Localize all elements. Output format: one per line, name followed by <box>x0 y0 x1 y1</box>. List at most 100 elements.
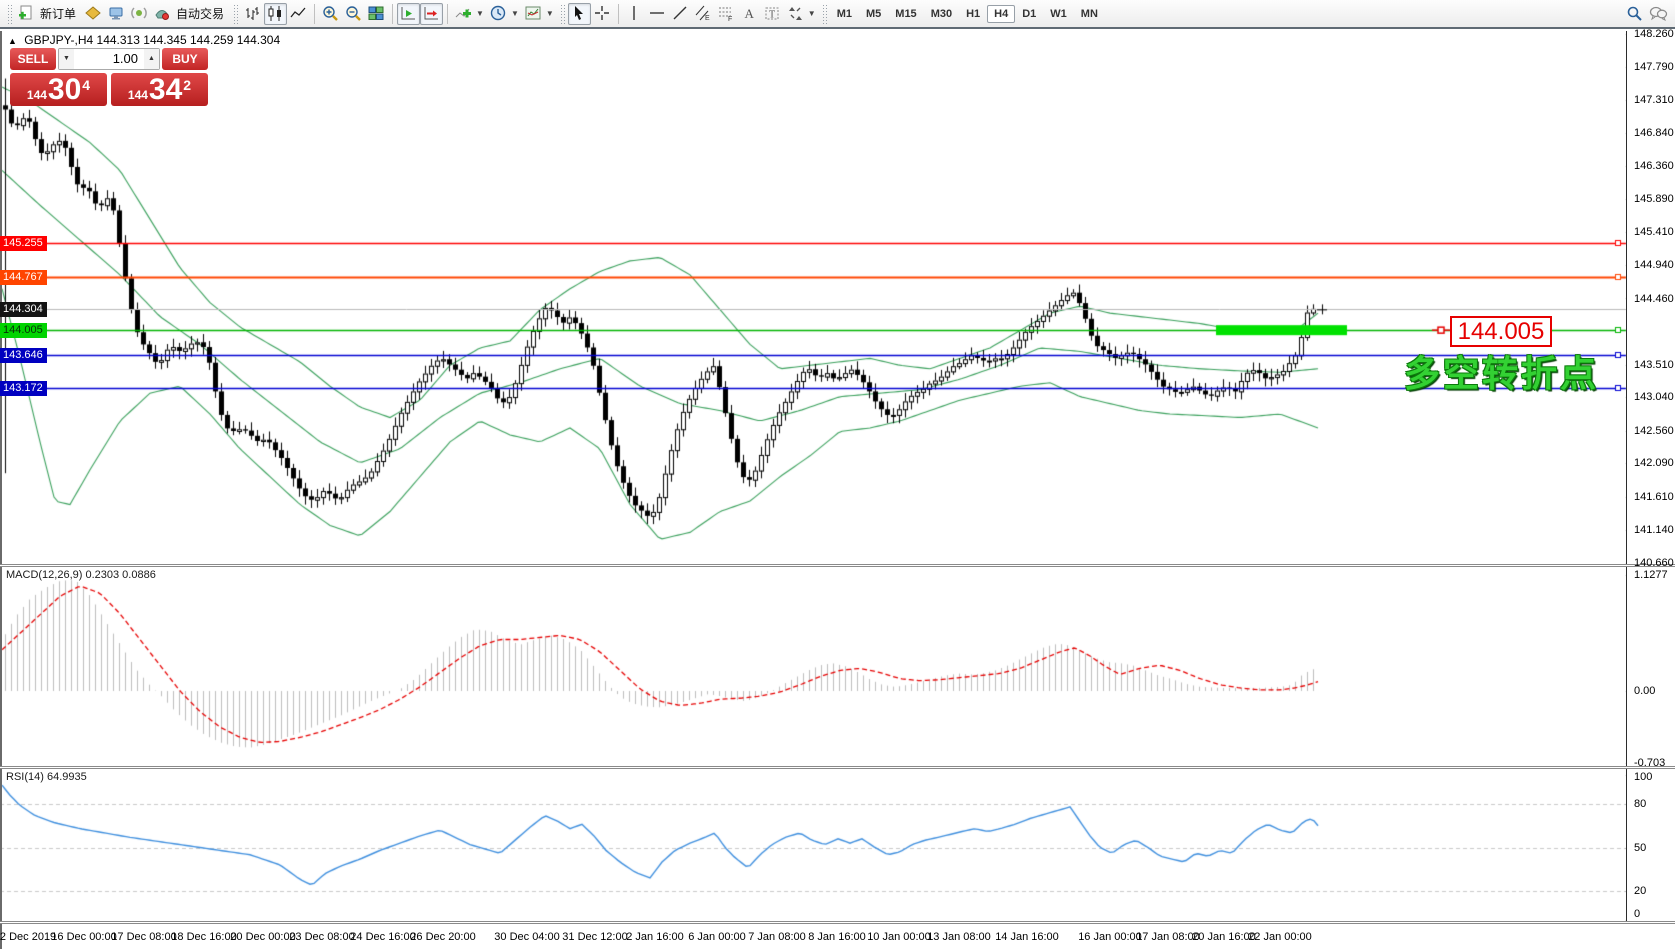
auto-scroll-button[interactable] <box>397 2 421 25</box>
chart-left-border <box>0 31 2 949</box>
auto-scroll-icon <box>401 7 416 20</box>
zoom-out-icon <box>346 6 361 21</box>
equidistant-channel-icon: E <box>695 5 710 22</box>
line-chart-icon <box>290 7 306 18</box>
toolbar-separator <box>314 3 316 24</box>
buy-price-big-figure: 144 <box>127 88 148 102</box>
svg-text:T: T <box>769 10 775 21</box>
toolbar-grip[interactable] <box>7 3 12 24</box>
toolbar: 新订单 自动交易 <box>0 0 1675 29</box>
fibonacci-icon: F <box>718 7 732 22</box>
arrows-button[interactable] <box>784 3 807 25</box>
price-annotation-box[interactable]: 144.005 <box>1450 316 1552 347</box>
indicators-button[interactable] <box>452 3 475 25</box>
trendline-button[interactable] <box>669 3 692 25</box>
toolbar-grip[interactable] <box>233 3 239 24</box>
collapse-triangle-icon[interactable]: ▲ <box>8 36 17 46</box>
new-order-icon <box>19 5 32 20</box>
pane-separator-macd[interactable] <box>0 564 1675 567</box>
text-button[interactable]: A <box>738 3 761 25</box>
ohlc-low: 144.259 <box>190 33 234 47</box>
indicators-dropdown-caret[interactable]: ▼ <box>476 9 484 18</box>
sell-price-main: 30 <box>47 73 82 106</box>
tab-timeframe-h1[interactable]: H1 <box>966 7 981 20</box>
tab-timeframe-h4[interactable]: H4 <box>987 4 1016 23</box>
search-button[interactable] <box>1623 3 1646 25</box>
new-order-label[interactable]: 新订单 <box>40 7 77 21</box>
tile-windows-button[interactable] <box>365 3 388 25</box>
vertical-line-button[interactable] <box>623 3 646 25</box>
periods-dropdown-caret[interactable]: ▼ <box>510 9 519 18</box>
equidistant-channel-button[interactable]: E <box>692 3 715 25</box>
tab-timeframe-d1[interactable]: D1 <box>1022 7 1037 20</box>
candlestick-chart-button[interactable] <box>264 2 288 25</box>
buy-price-button[interactable]: 144 34 2 <box>111 73 208 106</box>
line-chart-button[interactable] <box>287 3 310 25</box>
tab-timeframe-m1[interactable]: M1 <box>836 7 852 20</box>
volume-increase-button[interactable]: ▲ <box>144 49 159 69</box>
chart-shift-button[interactable] <box>420 2 444 25</box>
chart-canvas[interactable] <box>0 31 1675 949</box>
time-axis-separator <box>0 921 1675 924</box>
ohlc-close: 144.304 <box>236 33 281 47</box>
arrows-dropdown-caret[interactable]: ▼ <box>807 9 816 18</box>
zoom-out-button[interactable] <box>342 3 365 25</box>
autotrading-button[interactable] <box>151 3 174 25</box>
bar-chart-icon <box>246 7 260 20</box>
tab-timeframe-m15[interactable]: M15 <box>895 7 917 20</box>
sell-button[interactable]: SELL <box>10 48 56 70</box>
tile-windows-icon <box>368 6 384 20</box>
market-watch-icon <box>109 7 123 20</box>
market-watch-button[interactable] <box>105 3 128 25</box>
sell-price-big-figure: 144 <box>26 88 47 102</box>
templates-dropdown-caret[interactable]: ▼ <box>545 9 554 18</box>
chat-icon <box>1649 6 1668 22</box>
tab-timeframe-m5[interactable]: M5 <box>866 7 882 20</box>
crosshair-button[interactable] <box>591 3 614 25</box>
zoom-in-button[interactable] <box>319 3 342 25</box>
volume-stepper: ▼ 1.00 ▲ <box>58 48 160 70</box>
bar-chart-button[interactable] <box>241 3 264 25</box>
fibonacci-button[interactable]: F <box>715 3 738 25</box>
toolbar-separator <box>617 3 619 24</box>
chart-symbol-title: ▲ GBPJPY-,H4 144.313 144.345 144.259 144… <box>8 33 280 47</box>
chart-shift-icon <box>424 7 439 20</box>
sell-price-button[interactable]: 144 30 4 <box>10 73 107 106</box>
signals-button[interactable] <box>128 3 151 25</box>
cursor-button[interactable] <box>567 2 591 25</box>
indicators-icon <box>455 8 472 18</box>
candlestick-chart-icon <box>268 6 282 21</box>
buy-button[interactable]: BUY <box>162 48 208 70</box>
tab-timeframe-mn[interactable]: MN <box>1080 7 1098 20</box>
horizontal-line-button[interactable] <box>646 3 669 25</box>
text-label-button[interactable]: T <box>761 3 784 25</box>
trendline-icon <box>673 6 687 20</box>
cursor-icon <box>574 6 583 20</box>
price-axis[interactable] <box>1626 31 1675 923</box>
ohlc-open: 144.313 <box>96 33 140 47</box>
vertical-line-icon <box>633 6 635 20</box>
arrows-icon <box>788 7 802 20</box>
volume-value[interactable]: 1.00 <box>112 51 138 66</box>
autotrading-icon <box>155 10 170 20</box>
periods-icon <box>490 5 506 21</box>
text-icon: A <box>744 6 754 21</box>
periods-button[interactable] <box>487 3 510 25</box>
pane-separator-rsi[interactable] <box>0 766 1675 769</box>
templates-button[interactable] <box>522 3 545 25</box>
ohlc-high: 144.345 <box>143 33 187 47</box>
chat-button[interactable] <box>1646 3 1671 25</box>
metaeditor-button[interactable] <box>82 3 105 25</box>
horizontal-line-icon <box>649 12 664 14</box>
toolbar-grip[interactable] <box>821 3 827 24</box>
turning-point-note[interactable]: 多空转折点 <box>1404 353 1600 394</box>
autotrading-label[interactable]: 自动交易 <box>176 7 225 21</box>
tab-timeframe-m30[interactable]: M30 <box>930 7 953 20</box>
symbol-label: GBPJPY-,H4 <box>24 33 94 47</box>
tab-timeframe-w1[interactable]: W1 <box>1050 7 1067 20</box>
volume-decrease-button[interactable]: ▼ <box>59 49 74 69</box>
new-order-button[interactable] <box>15 3 38 25</box>
toolbar-grip[interactable] <box>559 3 565 24</box>
signals-icon <box>131 7 147 19</box>
buy-price-pip: 2 <box>183 77 192 93</box>
